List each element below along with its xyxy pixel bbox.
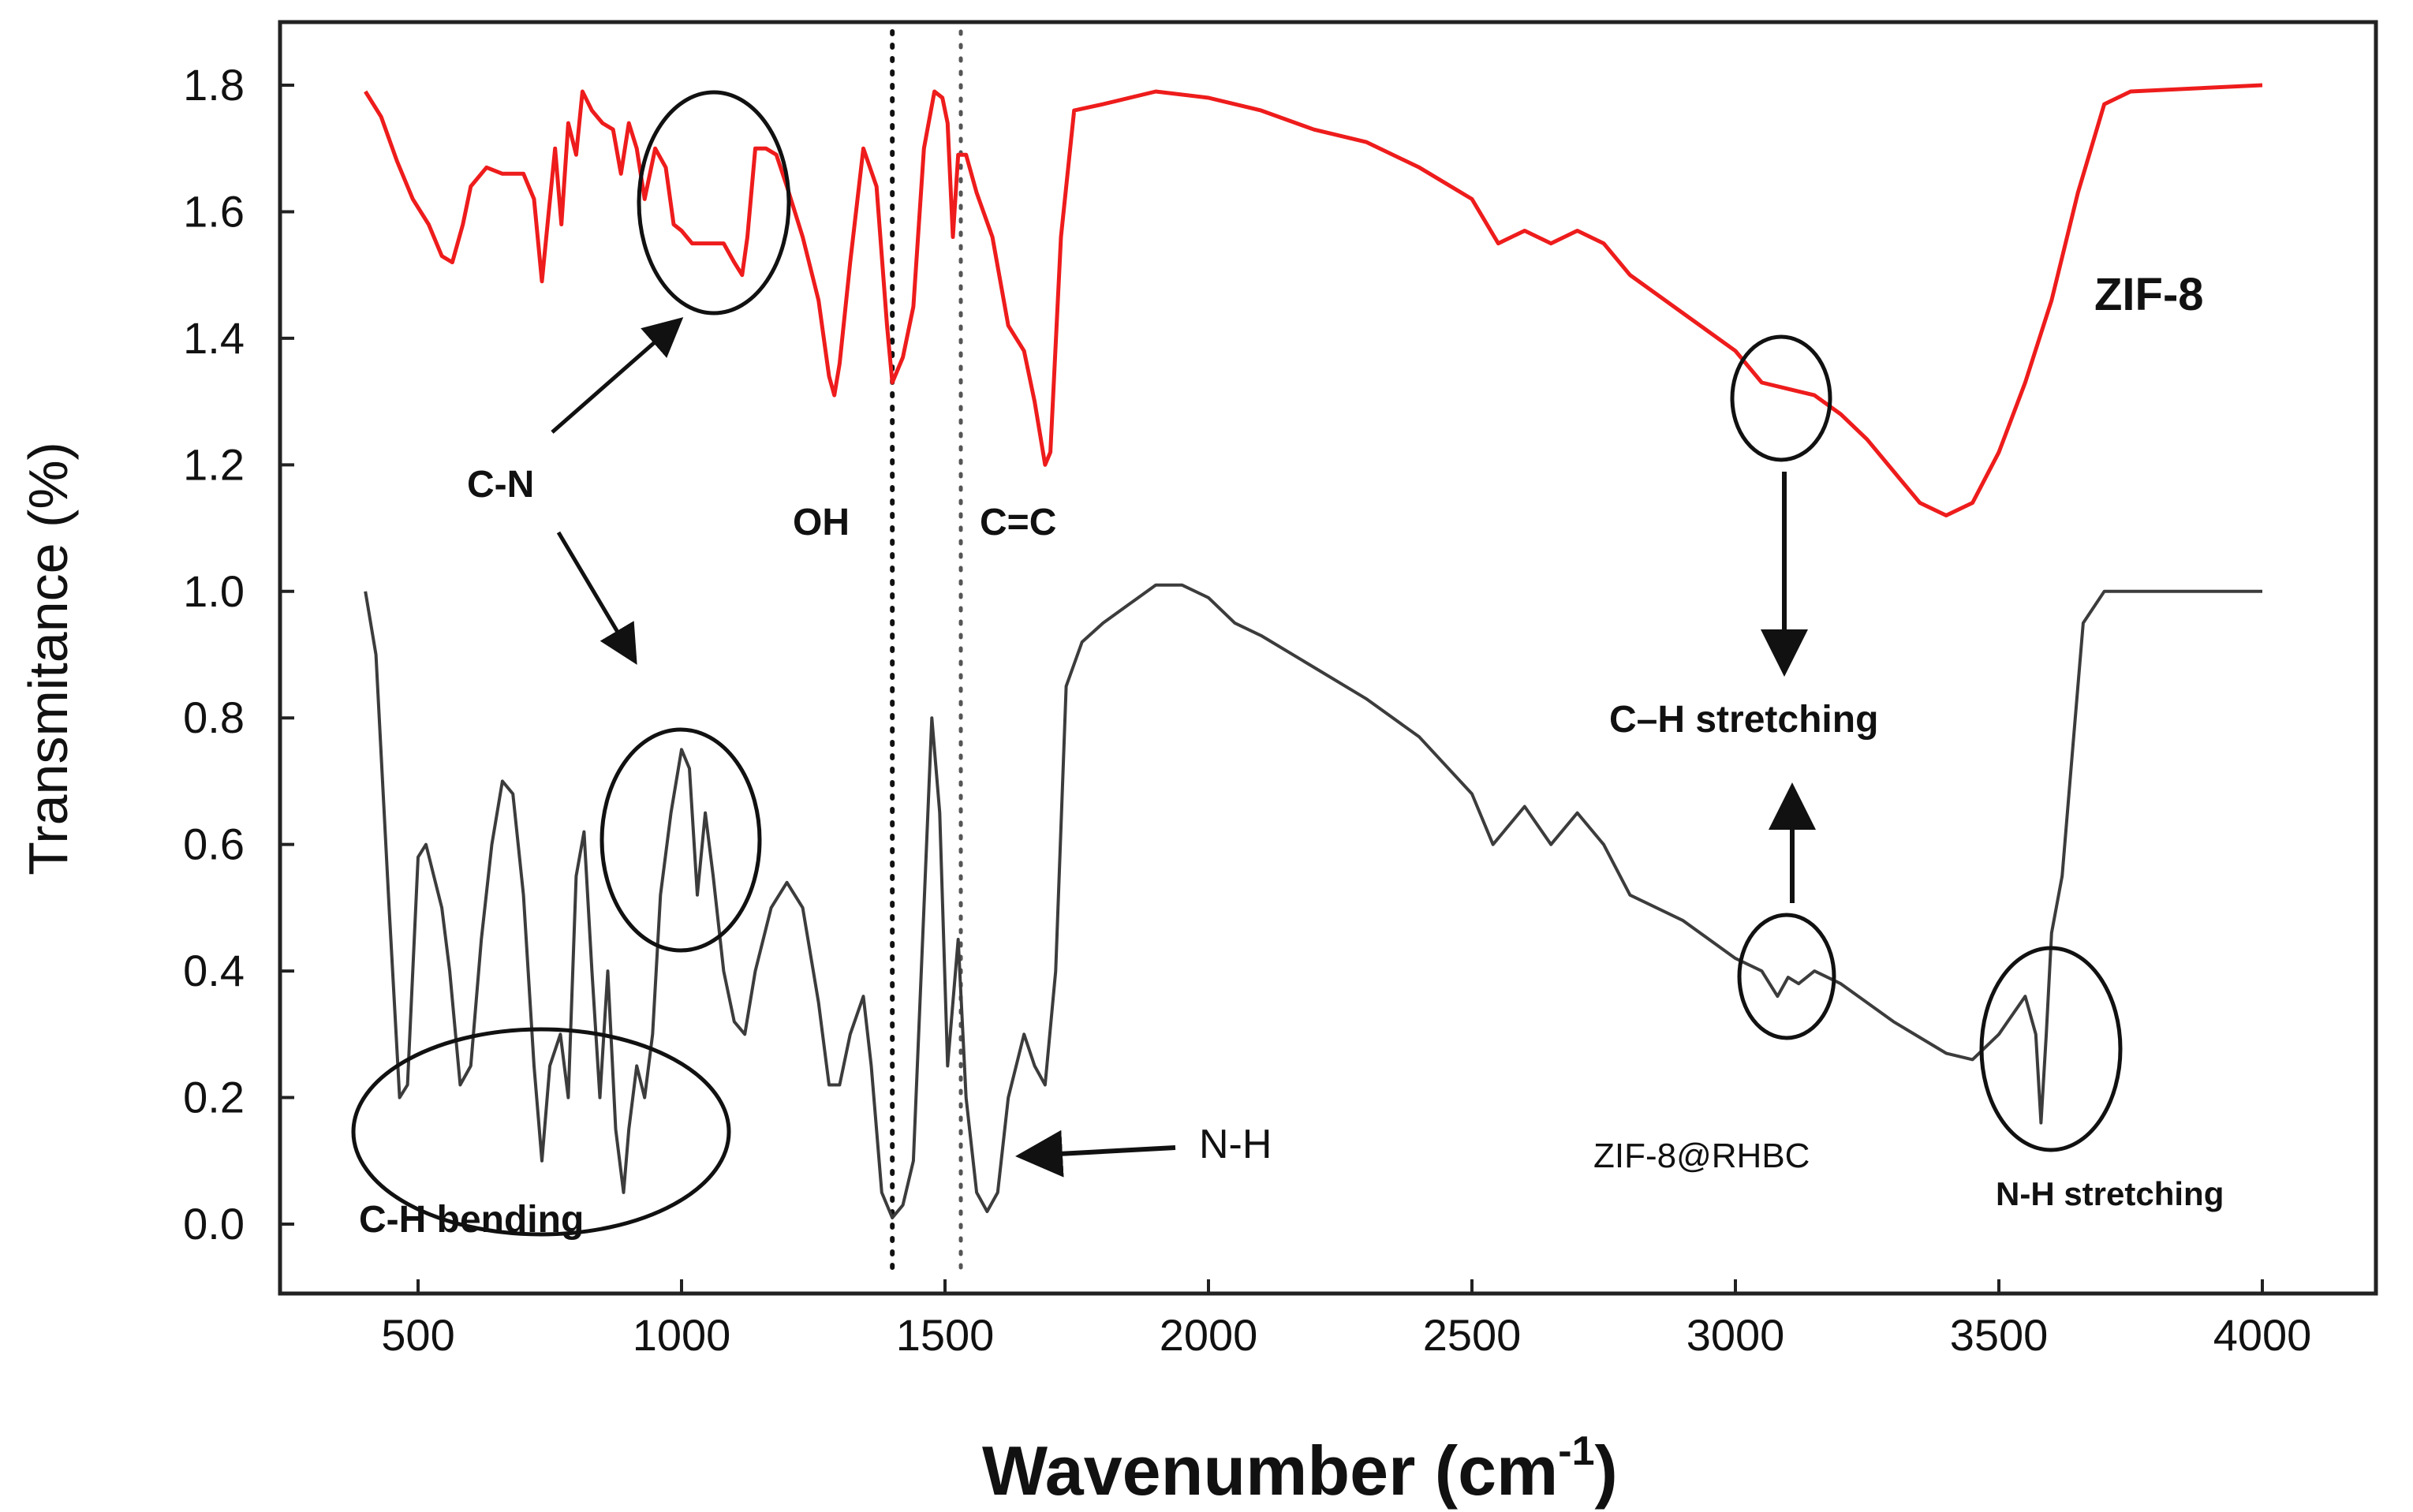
zif8-rhbc-label: ZIF-8@RHBC (1593, 1137, 1810, 1175)
ch-stretch-circle-bottom (1737, 913, 1836, 1040)
x-tick-label: 4000 (2213, 1310, 2312, 1360)
cn-circle-top (637, 90, 791, 315)
plot-frame (278, 20, 2378, 1296)
x-axis-title-superscript: -1 (1558, 1428, 1594, 1474)
y-tick-label: 0.6 (183, 819, 245, 869)
ch-stretch-circle-top (1730, 334, 1832, 462)
nh-arrow (1015, 1129, 1176, 1178)
y-tick-label: 1.6 (183, 186, 245, 236)
cn-circle-bottom (600, 727, 762, 953)
nh-stretching-label: N-H stretching (1996, 1175, 2224, 1212)
y-tick-label: 0.8 (183, 693, 245, 742)
x-tick-label: 2500 (1423, 1310, 1522, 1360)
cc-label: C=C (980, 502, 1056, 543)
x-axis-ticks: 500 1000 1500 2000 2500 3000 3500 4000 (381, 1279, 2311, 1360)
y-tick-label: 0.2 (183, 1073, 245, 1122)
nh-stretch-circle (1979, 946, 2123, 1152)
x-tick-label: 3000 (1686, 1310, 1785, 1360)
y-tick-label: 1.2 (183, 439, 245, 489)
x-tick-label: 2000 (1160, 1310, 1258, 1360)
x-tick-label: 500 (381, 1310, 454, 1360)
x-tick-label: 1500 (896, 1310, 995, 1360)
y-tick-label: 0.0 (183, 1199, 245, 1249)
oh-label: OH (793, 502, 850, 543)
x-axis-title: Wavenumber (cm-1) (982, 1428, 1618, 1510)
x-axis-title-close: ) (1595, 1432, 1618, 1510)
y-tick-label: 0.4 (183, 946, 245, 995)
x-axis-title-main: Wavenumber (cm (982, 1432, 1558, 1510)
y-axis-ticks: 0.0 0.2 0.4 0.6 0.8 1.0 1.2 1.4 1.6 1.8 (183, 60, 294, 1249)
zif8-spectrum-line (364, 83, 2263, 517)
ch-bending-ellipse (351, 1027, 731, 1237)
y-tick-label: 1.8 (183, 60, 245, 110)
y-tick-label: 1.4 (183, 313, 245, 363)
ch-bending-label: C-H bending (359, 1199, 584, 1241)
cn-arrow-down (556, 531, 637, 665)
cn-label: C-N (467, 464, 534, 506)
cn-arrow-up (551, 317, 684, 434)
x-tick-label: 1000 (633, 1310, 731, 1360)
y-axis-title: Transmitance (%) (17, 442, 79, 875)
ch-stretching-label: C–H stretching (1609, 699, 1878, 741)
y-tick-label: 1.0 (183, 566, 245, 616)
zif8-rhbc-spectrum-line (364, 583, 2262, 1219)
x-tick-label: 3500 (1950, 1310, 2049, 1360)
nh-label: N-H (1199, 1122, 1272, 1167)
zif8-label: ZIF-8 (2094, 269, 2204, 320)
